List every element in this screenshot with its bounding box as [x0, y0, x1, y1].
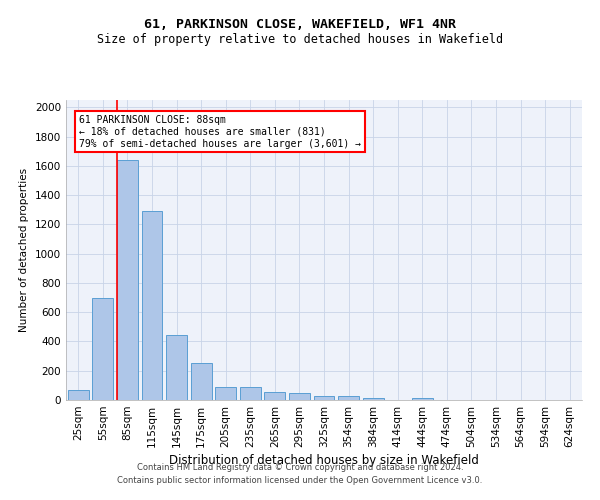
Text: 61, PARKINSON CLOSE, WAKEFIELD, WF1 4NR: 61, PARKINSON CLOSE, WAKEFIELD, WF1 4NR: [144, 18, 456, 30]
Bar: [240, 387, 261, 400]
Bar: [166, 335, 187, 400]
Bar: [117, 160, 138, 400]
Bar: [412, 398, 433, 400]
Bar: [92, 298, 113, 400]
Text: Contains HM Land Registry data © Crown copyright and database right 2024.: Contains HM Land Registry data © Crown c…: [137, 464, 463, 472]
Bar: [362, 398, 383, 400]
Bar: [289, 394, 310, 400]
Bar: [265, 392, 286, 400]
Bar: [314, 396, 334, 400]
Text: 61 PARKINSON CLOSE: 88sqm
← 18% of detached houses are smaller (831)
79% of semi: 61 PARKINSON CLOSE: 88sqm ← 18% of detac…: [79, 116, 361, 148]
Bar: [191, 362, 212, 400]
Text: Contains public sector information licensed under the Open Government Licence v3: Contains public sector information licen…: [118, 476, 482, 485]
Y-axis label: Number of detached properties: Number of detached properties: [19, 168, 29, 332]
Bar: [68, 390, 89, 400]
Text: Size of property relative to detached houses in Wakefield: Size of property relative to detached ho…: [97, 32, 503, 46]
X-axis label: Distribution of detached houses by size in Wakefield: Distribution of detached houses by size …: [169, 454, 479, 467]
Bar: [142, 211, 163, 400]
Bar: [338, 396, 359, 400]
Bar: [215, 387, 236, 400]
